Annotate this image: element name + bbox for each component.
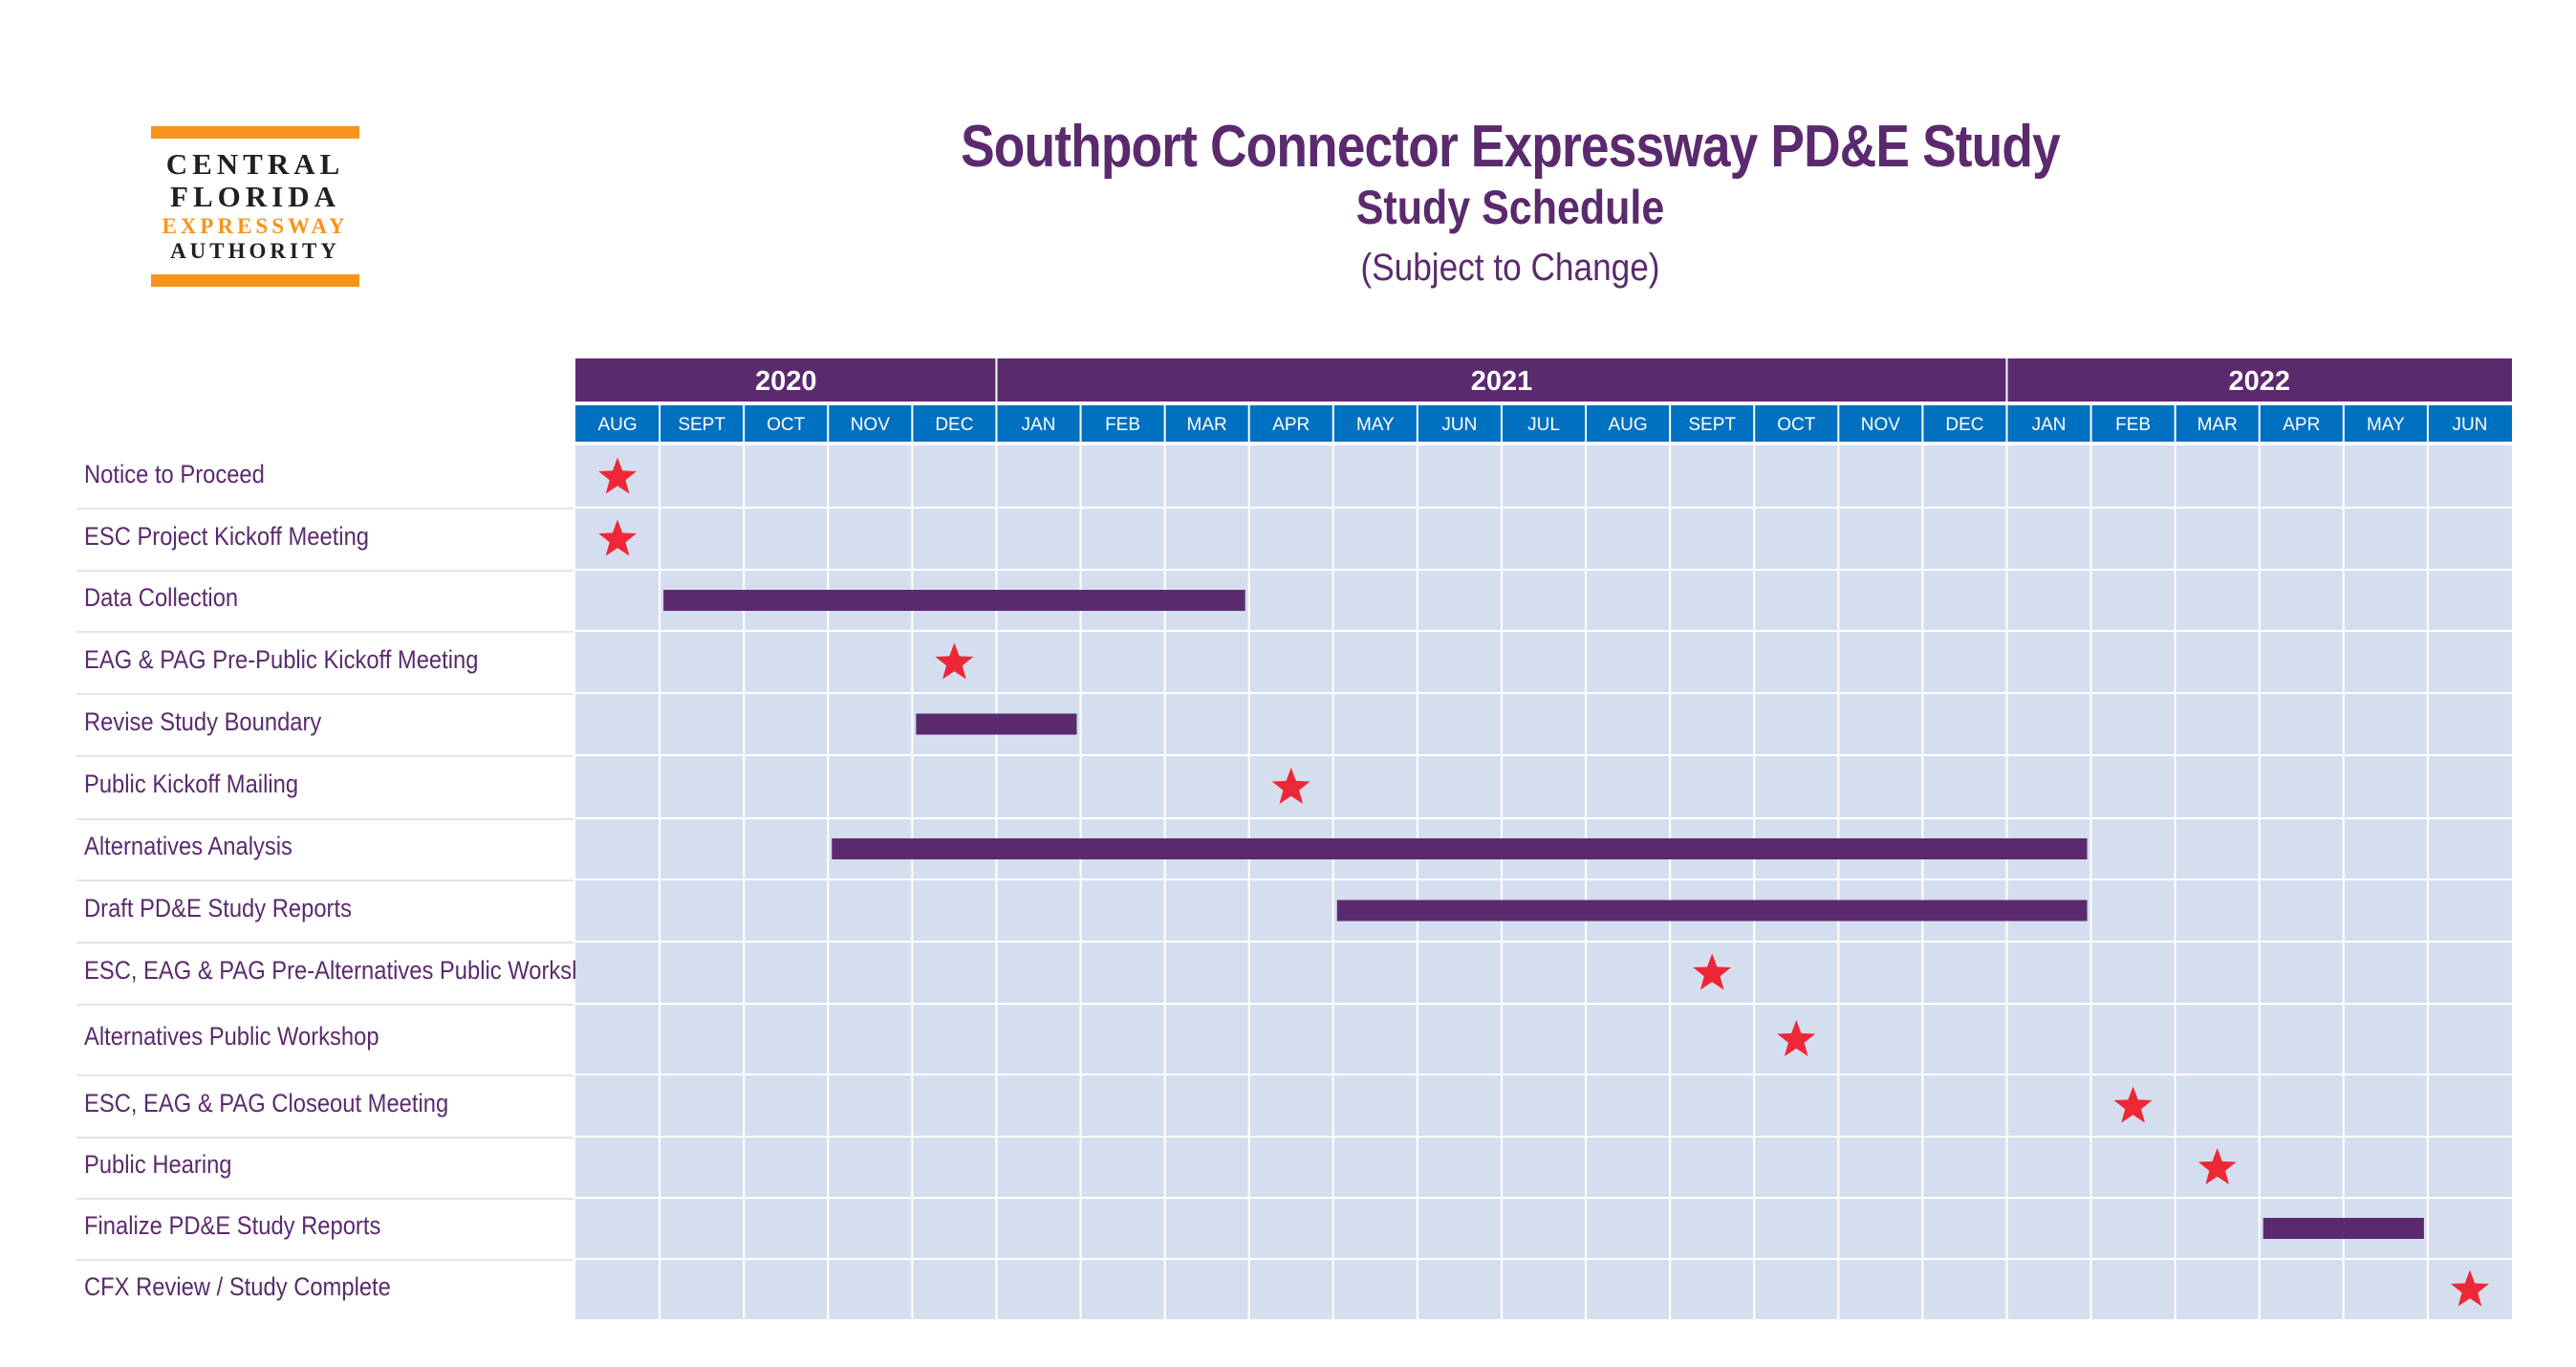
logo-line-expressway: EXPRESSWAY [162, 214, 349, 238]
task-label: Notice to Proceed [84, 459, 265, 488]
month-label: DEC [935, 415, 973, 435]
month-label: JUN [2452, 415, 2487, 435]
month-label: APR [2283, 415, 2320, 435]
milestone-star [598, 457, 637, 494]
month-label: JUN [1441, 415, 1477, 435]
milestone-star [2113, 1086, 2153, 1123]
month-label: NOV [851, 415, 891, 435]
task-bar [1336, 900, 2088, 922]
milestone-star [2197, 1148, 2237, 1184]
row-separator [76, 942, 574, 944]
month-label: FEB [2115, 415, 2151, 435]
page-subtitle: Study Schedule [1355, 181, 1665, 234]
task-bar [2262, 1218, 2424, 1239]
milestone-star [1271, 768, 1310, 804]
month-label: OCT [767, 415, 806, 435]
month-label: JAN [1022, 415, 1056, 435]
task-label: Draft PD&E Study Reports [84, 893, 352, 922]
row-separator [76, 879, 574, 881]
logo-line-florida: FLORIDA [170, 180, 340, 213]
year-label: 2021 [1471, 366, 1533, 397]
row-separator [76, 631, 574, 633]
task-label: ESC, EAG & PAG Closeout Meeting [84, 1088, 449, 1117]
milestone-star [1777, 1020, 1816, 1056]
task-label: Data Collection [84, 583, 239, 612]
month-label: MAY [1356, 415, 1395, 435]
task-label: Alternatives Analysis [84, 832, 292, 860]
logo-line-authority: AUTHORITY [170, 239, 340, 263]
cfx-logo: CENTRAL FLORIDA EXPRESSWAY AUTHORITY [151, 126, 359, 287]
month-label: FEB [1105, 415, 1140, 435]
month-label: MAY [2367, 415, 2405, 435]
row-separator [76, 1137, 574, 1139]
row-separator [76, 818, 574, 820]
task-label: EAG & PAG Pre-Public Kickoff Meeting [84, 644, 479, 674]
month-label: AUG [597, 415, 637, 435]
task-label: Public Kickoff Mailing [84, 770, 299, 798]
month-label: JUL [1527, 415, 1560, 435]
row-separator [76, 570, 574, 572]
month-label: MAR [1187, 415, 1227, 435]
year-label: 2022 [2228, 366, 2290, 397]
row-separator [76, 1259, 574, 1261]
month-label: AUG [1608, 415, 1647, 435]
task-label: Finalize PD&E Study Reports [84, 1211, 381, 1240]
year-label: 2020 [755, 366, 817, 397]
logo-bottom-bar [151, 274, 359, 287]
task-bar [832, 838, 2088, 859]
row-separator [76, 1004, 574, 1006]
milestone-star [1693, 953, 1732, 990]
task-label: Revise Study Boundary [84, 706, 322, 736]
month-label: DEC [1945, 415, 1983, 435]
month-label: MAR [2197, 415, 2238, 435]
task-bar [916, 713, 1077, 735]
month-label: SEPT [1688, 415, 1736, 435]
year-header-band [575, 358, 2512, 401]
task-label: ESC, EAG & PAG Pre-Alternatives Public W… [84, 955, 610, 985]
page-title: Southport Connector Expressway PD&E Stud… [961, 114, 2061, 180]
task-bar [663, 590, 1245, 611]
row-separator [76, 508, 574, 510]
milestone-star [935, 642, 974, 680]
month-label: OCT [1777, 415, 1816, 435]
month-label: SEPT [678, 415, 725, 435]
month-header-band [575, 405, 2512, 442]
logo-line-central: CENTRAL [165, 147, 345, 181]
milestone-star [2451, 1269, 2489, 1307]
task-label: CFX Review / Study Complete [84, 1271, 391, 1301]
month-label: JAN [2032, 415, 2067, 435]
row-separator [76, 1198, 574, 1200]
task-label: Alternatives Public Workshop [84, 1022, 379, 1051]
task-label: ESC Project Kickoff Meeting [84, 521, 370, 551]
row-separator [76, 755, 574, 757]
month-label: NOV [1861, 415, 1901, 435]
row-separator [76, 1074, 574, 1076]
milestone-star [598, 519, 637, 556]
task-label: Public Hearing [84, 1150, 232, 1179]
logo-top-bar [151, 126, 359, 139]
row-separator [76, 693, 574, 695]
schedule-note: (Subject to Change) [1360, 247, 1660, 289]
grid-background [575, 445, 2512, 1319]
month-label: APR [1272, 415, 1310, 435]
